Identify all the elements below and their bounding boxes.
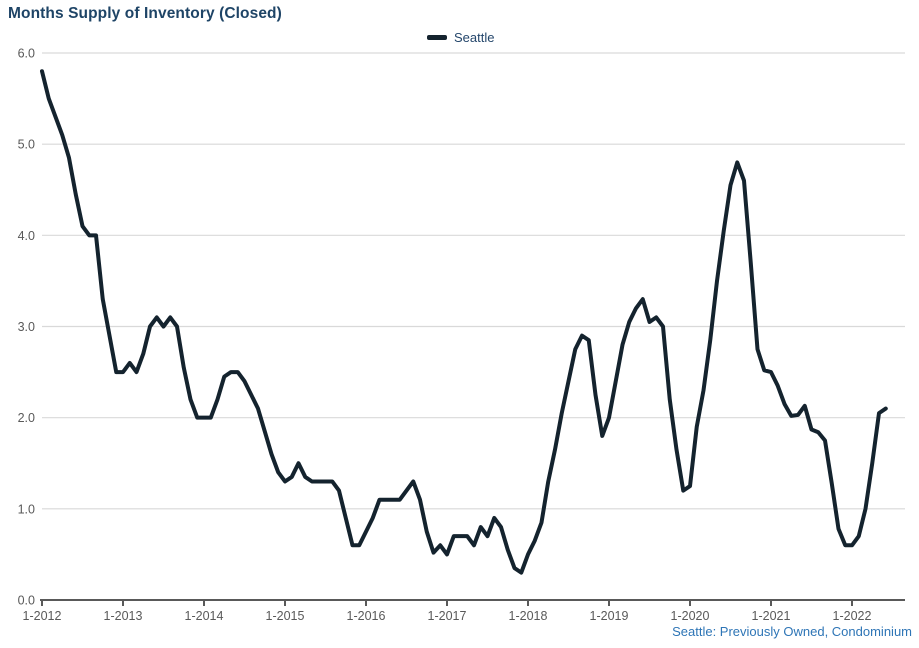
y-tick-label: 6.0 [18, 47, 35, 61]
y-tick-label: 0.0 [18, 594, 35, 608]
y-tick-label: 1.0 [18, 502, 35, 516]
x-tick-label: 1-2014 [185, 609, 224, 623]
series-line-seattle [40, 69, 888, 575]
y-tick-label: 4.0 [18, 229, 35, 243]
y-tick-label: 2.0 [18, 411, 35, 425]
legend: Seattle [427, 31, 494, 44]
x-tick-label: 1-2019 [590, 609, 629, 623]
x-tick-label: 1-2018 [509, 609, 548, 623]
source-note: Seattle: Previously Owned, Condominium [672, 624, 912, 639]
y-tick-label: 3.0 [18, 320, 35, 334]
chart-title: Months Supply of Inventory (Closed) [8, 5, 282, 22]
x-tick-label: 1-2016 [347, 609, 386, 623]
x-tick-label: 1-2012 [23, 609, 62, 623]
y-tick-label: 5.0 [18, 138, 35, 152]
legend-label: Seattle [454, 30, 495, 45]
legend-line-swatch [427, 35, 447, 40]
x-tick-label: 1-2021 [752, 609, 791, 623]
x-tick-label: 1-2015 [266, 609, 305, 623]
x-tick-label: 1-2022 [833, 609, 872, 623]
x-tick-label: 1-2020 [671, 609, 710, 623]
x-tick-label: 1-2017 [428, 609, 467, 623]
x-tick-label: 1-2013 [104, 609, 143, 623]
